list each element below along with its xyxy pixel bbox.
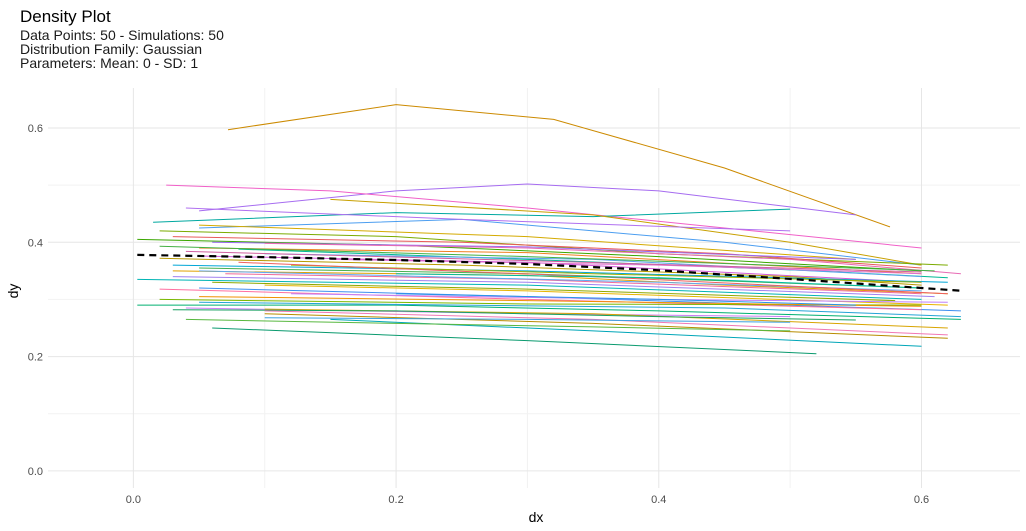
series-line-7 bbox=[185, 207, 791, 232]
series-line-1 bbox=[227, 104, 891, 228]
chart-subtitle-line-1: Data Points: 50 - Simulations: 50 bbox=[20, 27, 224, 43]
series-line-3 bbox=[166, 184, 922, 249]
series-line-4 bbox=[153, 208, 791, 223]
series-line-50 bbox=[185, 250, 922, 273]
chart-subtitle-line-2: Distribution Family: Gaussian bbox=[20, 41, 203, 57]
series-line-28 bbox=[159, 288, 922, 311]
y-tick-label: 0.6 bbox=[28, 123, 43, 135]
series-lines bbox=[137, 104, 961, 355]
y-axis-label: dy bbox=[5, 284, 21, 299]
series-line-35 bbox=[264, 310, 948, 336]
x-tick-label: 0.6 bbox=[914, 494, 929, 506]
series-line-37 bbox=[264, 317, 791, 323]
series-line-13 bbox=[264, 242, 961, 275]
x-tick-label: 0.0 bbox=[126, 494, 141, 506]
series-line-6 bbox=[330, 198, 922, 266]
series-line-39 bbox=[185, 318, 791, 332]
reference-line bbox=[137, 253, 964, 292]
series-line-11 bbox=[137, 238, 922, 272]
series-line-46 bbox=[290, 293, 948, 303]
series-line-40 bbox=[212, 327, 817, 355]
series-line-34 bbox=[172, 309, 856, 321]
grid bbox=[48, 88, 1020, 488]
series-line-9 bbox=[199, 224, 856, 260]
x-tick-label: 0.4 bbox=[651, 494, 666, 506]
reference-dashed-line bbox=[137, 253, 964, 292]
series-line-25 bbox=[212, 281, 896, 302]
series-line-24 bbox=[137, 278, 922, 300]
series-line-31 bbox=[199, 301, 961, 318]
series-line-45 bbox=[396, 273, 922, 289]
x-axis-label: dx bbox=[529, 509, 544, 525]
series-line-19 bbox=[172, 264, 948, 283]
series-line-5 bbox=[199, 218, 922, 266]
y-tick-label: 0.2 bbox=[28, 352, 43, 364]
series-line-10 bbox=[172, 236, 922, 269]
series-line-14 bbox=[199, 247, 922, 275]
chart-title: Density Plot bbox=[20, 7, 111, 26]
series-line-20 bbox=[172, 270, 948, 295]
series-line-30 bbox=[137, 304, 961, 320]
series-line-2 bbox=[199, 183, 856, 216]
series-line-47 bbox=[199, 296, 922, 307]
chart-subtitle-line-3: Parameters: Mean: 0 - SD: 1 bbox=[20, 55, 199, 71]
chart-titles: Density Plot Data Points: 50 - Simulatio… bbox=[20, 6, 224, 70]
series-line-23 bbox=[172, 276, 935, 298]
series-line-26 bbox=[264, 284, 948, 306]
series-line-38 bbox=[330, 318, 922, 347]
y-tick-label: 0.0 bbox=[28, 466, 43, 478]
x-tick-label: 0.2 bbox=[388, 494, 403, 506]
axis-ticks: 0.0 0.2 0.4 0.6 0.0 0.2 0.4 0.6 bbox=[28, 123, 929, 506]
series-line-36 bbox=[264, 313, 948, 339]
series-line-48 bbox=[396, 293, 856, 306]
series-line-49 bbox=[159, 245, 935, 272]
y-tick-label: 0.4 bbox=[28, 237, 43, 249]
